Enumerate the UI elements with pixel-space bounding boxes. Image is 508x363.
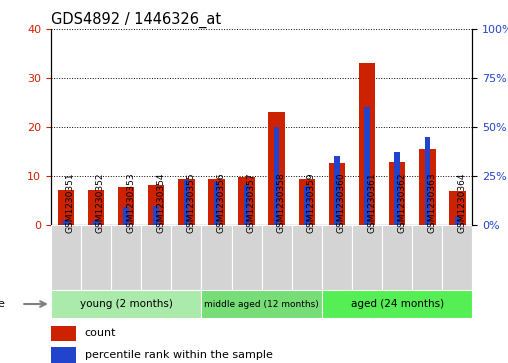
Bar — [274, 127, 279, 225]
Text: GSM1230354: GSM1230354 — [156, 172, 165, 233]
FancyBboxPatch shape — [141, 225, 171, 290]
FancyBboxPatch shape — [262, 225, 292, 290]
Bar — [208, 179, 225, 225]
FancyBboxPatch shape — [51, 225, 81, 290]
FancyBboxPatch shape — [442, 225, 472, 290]
Bar — [334, 156, 340, 225]
FancyBboxPatch shape — [322, 290, 472, 318]
FancyBboxPatch shape — [81, 225, 111, 290]
Text: GSM1230351: GSM1230351 — [66, 172, 75, 233]
Bar — [123, 207, 129, 225]
FancyBboxPatch shape — [322, 225, 352, 290]
Text: GSM1230364: GSM1230364 — [457, 172, 466, 233]
Bar — [63, 220, 69, 225]
Text: GSM1230358: GSM1230358 — [277, 172, 285, 233]
Bar — [93, 220, 99, 225]
Bar — [148, 185, 165, 225]
FancyBboxPatch shape — [412, 225, 442, 290]
Bar — [394, 152, 400, 225]
Bar — [419, 149, 435, 225]
FancyBboxPatch shape — [51, 290, 201, 318]
Bar — [214, 182, 219, 225]
Bar — [238, 177, 255, 225]
Text: GSM1230357: GSM1230357 — [246, 172, 256, 233]
Text: middle aged (12 months): middle aged (12 months) — [204, 299, 319, 309]
Bar — [118, 187, 135, 225]
Text: GSM1230355: GSM1230355 — [186, 172, 196, 233]
Bar — [57, 190, 74, 225]
Bar — [364, 107, 370, 225]
Bar — [425, 137, 430, 225]
Text: aged (24 months): aged (24 months) — [351, 299, 443, 309]
Bar — [329, 163, 345, 225]
FancyBboxPatch shape — [171, 225, 201, 290]
Text: GSM1230363: GSM1230363 — [427, 172, 436, 233]
FancyBboxPatch shape — [232, 225, 262, 290]
Text: GSM1230352: GSM1230352 — [96, 172, 105, 233]
Bar — [88, 190, 104, 225]
Text: young (2 months): young (2 months) — [80, 299, 173, 309]
Text: GDS4892 / 1446326_at: GDS4892 / 1446326_at — [51, 12, 221, 28]
Text: GSM1230361: GSM1230361 — [367, 172, 376, 233]
FancyBboxPatch shape — [201, 290, 322, 318]
Text: GSM1230359: GSM1230359 — [307, 172, 316, 233]
FancyBboxPatch shape — [382, 225, 412, 290]
Text: GSM1230356: GSM1230356 — [216, 172, 226, 233]
Bar — [51, 326, 76, 341]
Bar — [51, 347, 76, 363]
Bar — [359, 63, 375, 225]
Bar — [268, 112, 285, 225]
Bar — [178, 179, 195, 225]
Bar — [299, 179, 315, 225]
FancyBboxPatch shape — [292, 225, 322, 290]
FancyBboxPatch shape — [352, 225, 382, 290]
Text: GSM1230362: GSM1230362 — [397, 172, 406, 233]
Bar — [183, 180, 189, 225]
Text: age: age — [0, 299, 5, 309]
Text: GSM1230360: GSM1230360 — [337, 172, 346, 233]
Bar — [449, 191, 466, 225]
FancyBboxPatch shape — [201, 225, 232, 290]
Bar — [153, 207, 159, 225]
Bar — [244, 185, 249, 225]
Text: percentile rank within the sample: percentile rank within the sample — [84, 350, 272, 360]
Bar — [389, 162, 405, 225]
Text: GSM1230353: GSM1230353 — [126, 172, 135, 233]
FancyBboxPatch shape — [111, 225, 141, 290]
Bar — [455, 217, 460, 225]
Text: count: count — [84, 329, 116, 338]
Bar — [304, 186, 309, 225]
